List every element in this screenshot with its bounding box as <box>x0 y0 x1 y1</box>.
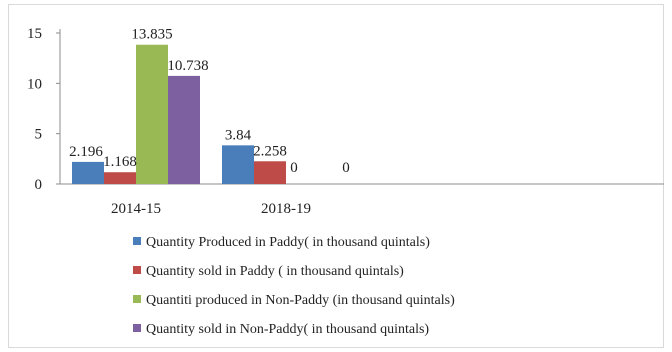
legend-swatch <box>133 295 141 303</box>
bar-3-2014-15 <box>136 44 168 185</box>
data-label-3-2018-19: 0 <box>290 160 298 176</box>
legend-swatch <box>133 324 141 332</box>
y-tick-label: 0 <box>35 177 43 193</box>
data-label-2-2014-15: 1.168 <box>103 154 137 170</box>
data-label-3-2014-15: 13.835 <box>131 27 172 43</box>
bar-2-2014-15 <box>104 172 136 184</box>
data-label-1-2014-15: 2.196 <box>69 144 103 160</box>
legend-swatch <box>133 266 141 274</box>
x-category-label: 2018-19 <box>261 201 311 217</box>
chart-legend: Quantity Produced in Paddy( in thousand … <box>133 235 455 337</box>
chart-bars <box>72 44 286 185</box>
bar-1-2018-19 <box>222 145 254 184</box>
chart-axes: 0 5 10 15 2014-15 2018-19 <box>27 26 664 217</box>
bar-4-2014-15 <box>168 75 200 184</box>
legend-entry: Quantity sold in Paddy ( in thousand qui… <box>146 264 404 279</box>
legend-entry: Quantity sold in Non-Paddy( in thousand … <box>146 322 429 337</box>
y-tick-label: 15 <box>27 26 42 42</box>
bar-1-2014-15 <box>72 161 104 184</box>
bar-2-2018-19 <box>254 161 286 184</box>
legend-entry: Quantity Produced in Paddy( in thousand … <box>146 235 430 250</box>
legend-swatch <box>133 237 141 245</box>
legend-entry: Quantiti produced in Non-Paddy (in thous… <box>146 293 455 308</box>
y-tick-label: 10 <box>27 76 42 92</box>
data-label-4-2018-19: 0 <box>342 160 350 176</box>
y-tick-label: 5 <box>35 127 43 143</box>
data-label-2-2018-19: 2.258 <box>253 143 287 159</box>
data-label-1-2018-19: 3.84 <box>225 127 252 143</box>
data-label-4-2014-15: 10.738 <box>167 58 208 74</box>
x-category-label: 2014-15 <box>111 201 161 217</box>
